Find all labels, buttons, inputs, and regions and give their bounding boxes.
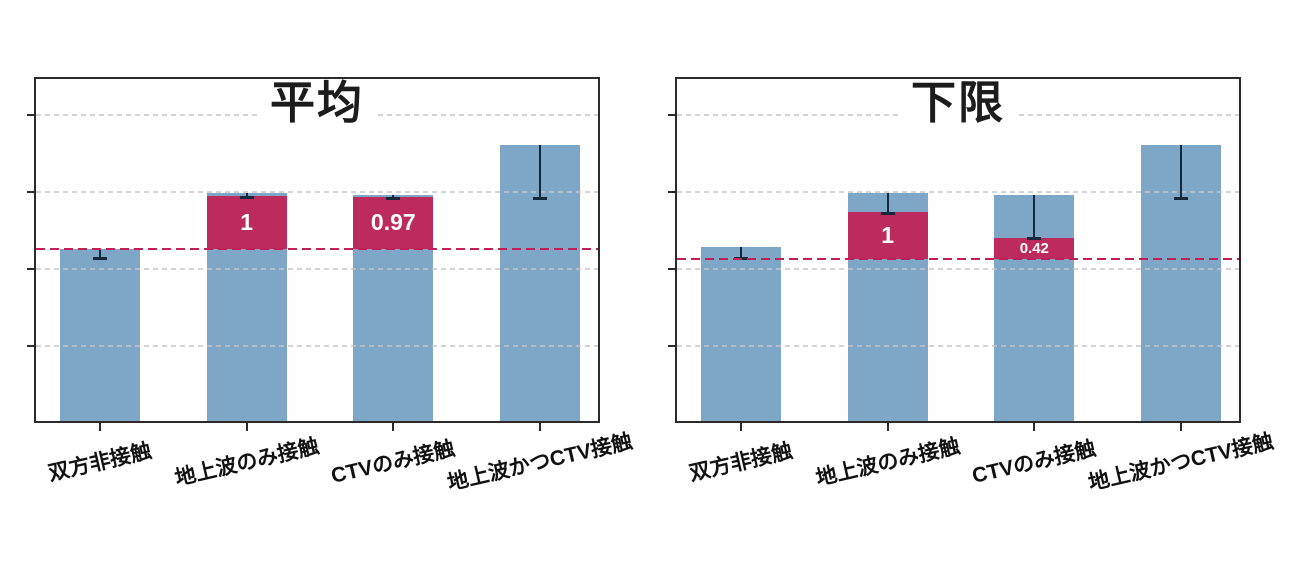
error-bar-line [1180,145,1182,199]
error-bar-cap [533,197,547,201]
error-bar-cap [1027,237,1042,241]
bar-segment: 1 [206,195,287,249]
chart-mean-panel: 平均 双方非接触 1 地上波のみ接触 0.97 CTVのみ接触 地上波かつCTV接触 [27,77,635,495]
chart-lower-bound-panel: 下限 双方非接触 1 地上波のみ接触 0.42 CTVのみ接触 地上波かつCTV接触 [668,77,1276,495]
chart-lower-bound-title: 下限 [900,79,1016,126]
x-axis-tick [392,423,395,431]
error-bar-line [539,145,541,199]
error-bar-line [886,192,889,213]
error-bar-line [99,248,101,259]
y-axis-tick [27,345,34,347]
gridline [36,268,598,270]
error-bar-line [392,195,395,199]
gridline [677,345,1239,347]
x-axis-tick [886,423,889,431]
error-bar-line [245,192,248,198]
category-label-text: 地上波かつCTV接触 [445,430,635,495]
segment-value-label: 0.42 [1019,240,1049,258]
category-label-text: 地上波のみ接触 [813,434,962,491]
category-label-text: CTVのみ接触 [970,437,1099,488]
y-axis-tick [27,191,34,193]
x-axis-tick [245,423,248,431]
category-label-text: CTVのみ接触 [329,437,458,488]
x-axis-tick [99,423,101,431]
category-label-text: 双方非接触 [687,439,795,486]
reference-line [36,247,598,251]
x-axis-tick [740,423,742,431]
y-axis-tick [668,114,675,116]
error-bar-cap [880,211,895,215]
segment-value-label: 0.97 [370,209,416,236]
gridline [677,191,1239,193]
error-bar-cap [239,196,254,200]
category-label-text: 地上波かつCTV接触 [1086,430,1276,495]
error-bar-cap [93,257,107,261]
category-label-text: 双方非接触 [46,439,154,486]
x-axis-tick [1180,423,1182,431]
bar-segment: 0.97 [353,196,434,249]
x-axis-tick [539,423,541,431]
bar [60,248,140,421]
bar-segment: 0.42 [994,238,1075,259]
error-bar-cap [1174,197,1188,201]
chart-mean-title: 平均 [259,79,375,126]
segment-value-label: 1 [240,208,254,235]
gridline [677,268,1239,270]
gridline [36,345,598,347]
y-axis-tick [27,114,34,116]
y-axis-tick [668,268,675,270]
y-axis-tick [668,191,675,193]
gridline [36,191,598,193]
y-axis-tick [27,268,34,270]
y-axis-tick [668,345,675,347]
category-label-text: 地上波のみ接触 [172,434,321,491]
bar [701,246,781,421]
x-axis-tick [1033,423,1036,431]
bar-segment: 1 [847,212,928,259]
error-bar-line [740,246,742,259]
segment-value-label: 1 [881,222,895,248]
reference-line [677,257,1239,261]
error-bar-line [1033,195,1036,239]
error-bar-cap [386,197,401,201]
